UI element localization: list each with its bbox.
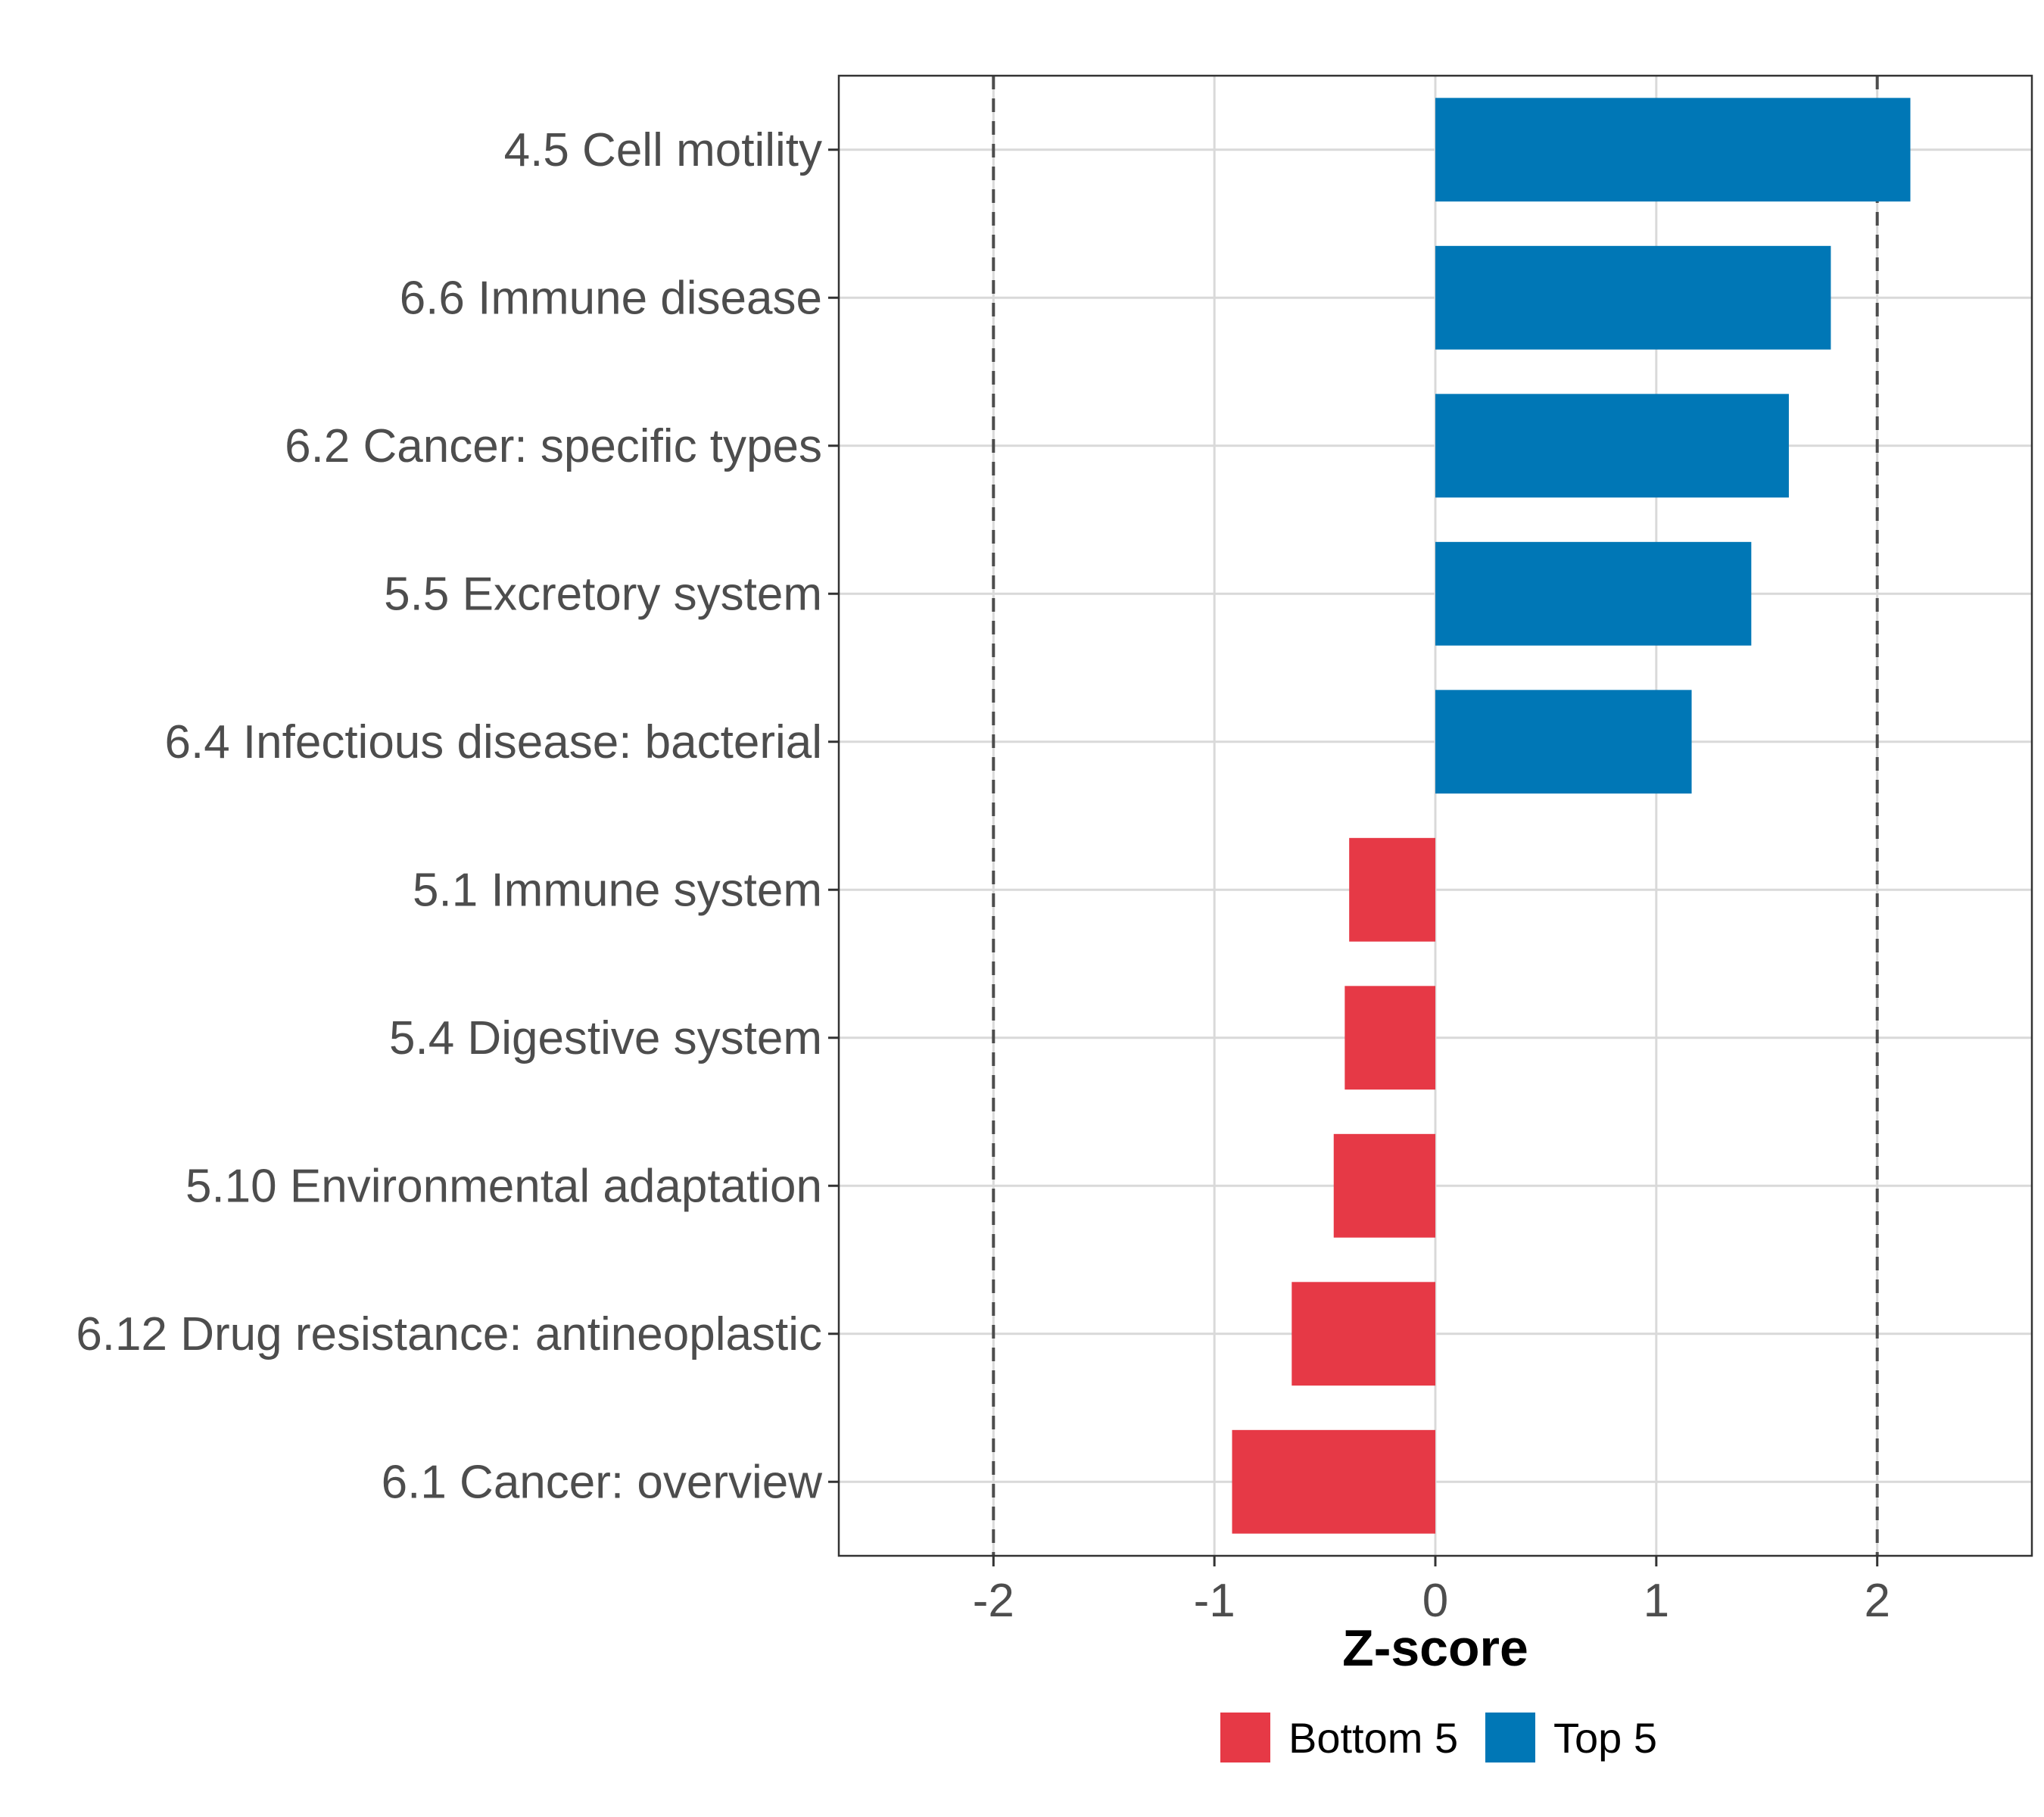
category-label: 5.5 Excretory system bbox=[384, 568, 822, 620]
reference-lines bbox=[992, 76, 1879, 1556]
category-label: 6.6 Immune disease bbox=[400, 272, 822, 324]
bar-bottom bbox=[1232, 1429, 1435, 1534]
legend-label: Bottom 5 bbox=[1288, 1714, 1458, 1762]
bar-top bbox=[1435, 98, 1911, 202]
bar-bottom bbox=[1333, 1133, 1435, 1238]
category-label: 6.1 Cancer: overview bbox=[382, 1456, 823, 1508]
legend-swatch bbox=[1220, 1713, 1270, 1762]
bar-top bbox=[1435, 541, 1752, 646]
x-tick-label: 0 bbox=[1422, 1575, 1448, 1627]
x-tick-label: -1 bbox=[1194, 1575, 1235, 1627]
category-label: 4.5 Cell motility bbox=[504, 124, 822, 176]
bar-bottom bbox=[1292, 1282, 1435, 1386]
bar-top bbox=[1435, 394, 1789, 498]
legend-label: Top 5 bbox=[1553, 1714, 1657, 1762]
y-axis: 4.5 Cell motility 6.6 Immune disease 6.2 C… bbox=[76, 124, 839, 1508]
x-tick-label: 2 bbox=[1864, 1575, 1890, 1627]
legend-swatch bbox=[1485, 1713, 1535, 1762]
bar-bottom bbox=[1344, 986, 1435, 1090]
category-label: 5.10 Environmental adaptation bbox=[185, 1160, 822, 1212]
bar-top bbox=[1435, 690, 1692, 794]
category-label: 6.4 Infectious disease: bacterial bbox=[164, 716, 822, 768]
category-label: 5.1 Immune system bbox=[413, 864, 822, 916]
category-label: 5.4 Digestive system bbox=[389, 1012, 822, 1064]
category-label: 6.12 Drug resistance: antineoplastic bbox=[76, 1308, 822, 1360]
x-tick-label: -2 bbox=[973, 1575, 1014, 1627]
bar-bottom bbox=[1349, 837, 1435, 942]
x-tick-label: 1 bbox=[1644, 1575, 1669, 1627]
x-axis-title: Z-score bbox=[1342, 1619, 1528, 1677]
bar-top bbox=[1435, 245, 1831, 350]
x-axis: -2 -1 0 1 2 bbox=[973, 1556, 1890, 1627]
category-label: 6.2 Cancer: specific types bbox=[285, 420, 822, 472]
bars bbox=[1232, 98, 1911, 1534]
legend: Bottom 5 Top 5 bbox=[1220, 1713, 1657, 1762]
